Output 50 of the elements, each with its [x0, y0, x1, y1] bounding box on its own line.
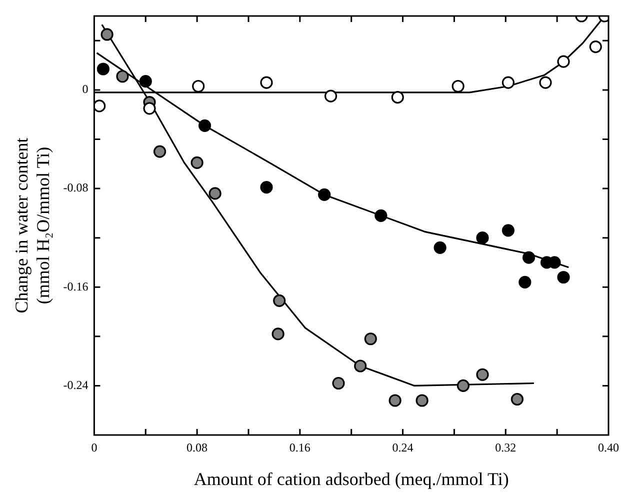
- point: [324, 90, 338, 102]
- y-tick-label: -0.16: [63, 279, 88, 294]
- x-axis-title: Amount of cation adsorbed (meq./mmol Ti): [194, 468, 509, 489]
- point: [116, 70, 129, 83]
- point: [456, 379, 470, 392]
- point: [96, 62, 110, 76]
- point: [510, 392, 524, 406]
- point: [502, 224, 515, 237]
- point: [388, 394, 402, 407]
- point: [354, 360, 367, 372]
- y-tick-label: 0: [82, 82, 88, 96]
- point: [192, 80, 205, 93]
- x-tick-label: 0.40: [598, 440, 619, 454]
- point: [143, 102, 156, 115]
- point: [260, 76, 273, 89]
- point: [364, 332, 377, 346]
- y-tick-label: -0.08: [63, 180, 88, 195]
- x-tick-label: 0: [91, 440, 98, 454]
- point: [557, 270, 570, 284]
- point: [434, 241, 446, 254]
- point: [153, 145, 166, 158]
- point: [273, 294, 286, 307]
- y-axis-title: Change in water content (mmol H₂O/mmol Ti): [12, 138, 54, 314]
- point: [332, 376, 345, 390]
- point: [94, 100, 106, 112]
- point: [260, 180, 273, 194]
- point: [198, 119, 212, 132]
- point: [522, 251, 536, 264]
- point: [539, 76, 552, 89]
- point: [557, 55, 570, 68]
- point: [190, 156, 204, 169]
- point: [502, 76, 515, 89]
- point: [476, 368, 489, 381]
- x-tick-label: 0.16: [289, 440, 310, 454]
- point: [208, 187, 222, 200]
- point: [476, 232, 489, 244]
- point: [374, 209, 388, 222]
- x-tick-label: 0.24: [392, 440, 414, 454]
- point: [100, 28, 114, 41]
- x-tick-label: 0.32: [495, 440, 516, 454]
- point: [318, 188, 331, 201]
- point: [416, 394, 428, 407]
- y-tick-label: -0.24: [63, 378, 88, 392]
- point: [139, 75, 152, 88]
- point: [391, 91, 404, 104]
- point: [589, 40, 602, 54]
- point: [452, 80, 464, 93]
- x-tick-label: 0.08: [186, 440, 208, 454]
- point: [272, 328, 284, 340]
- point: [518, 276, 532, 288]
